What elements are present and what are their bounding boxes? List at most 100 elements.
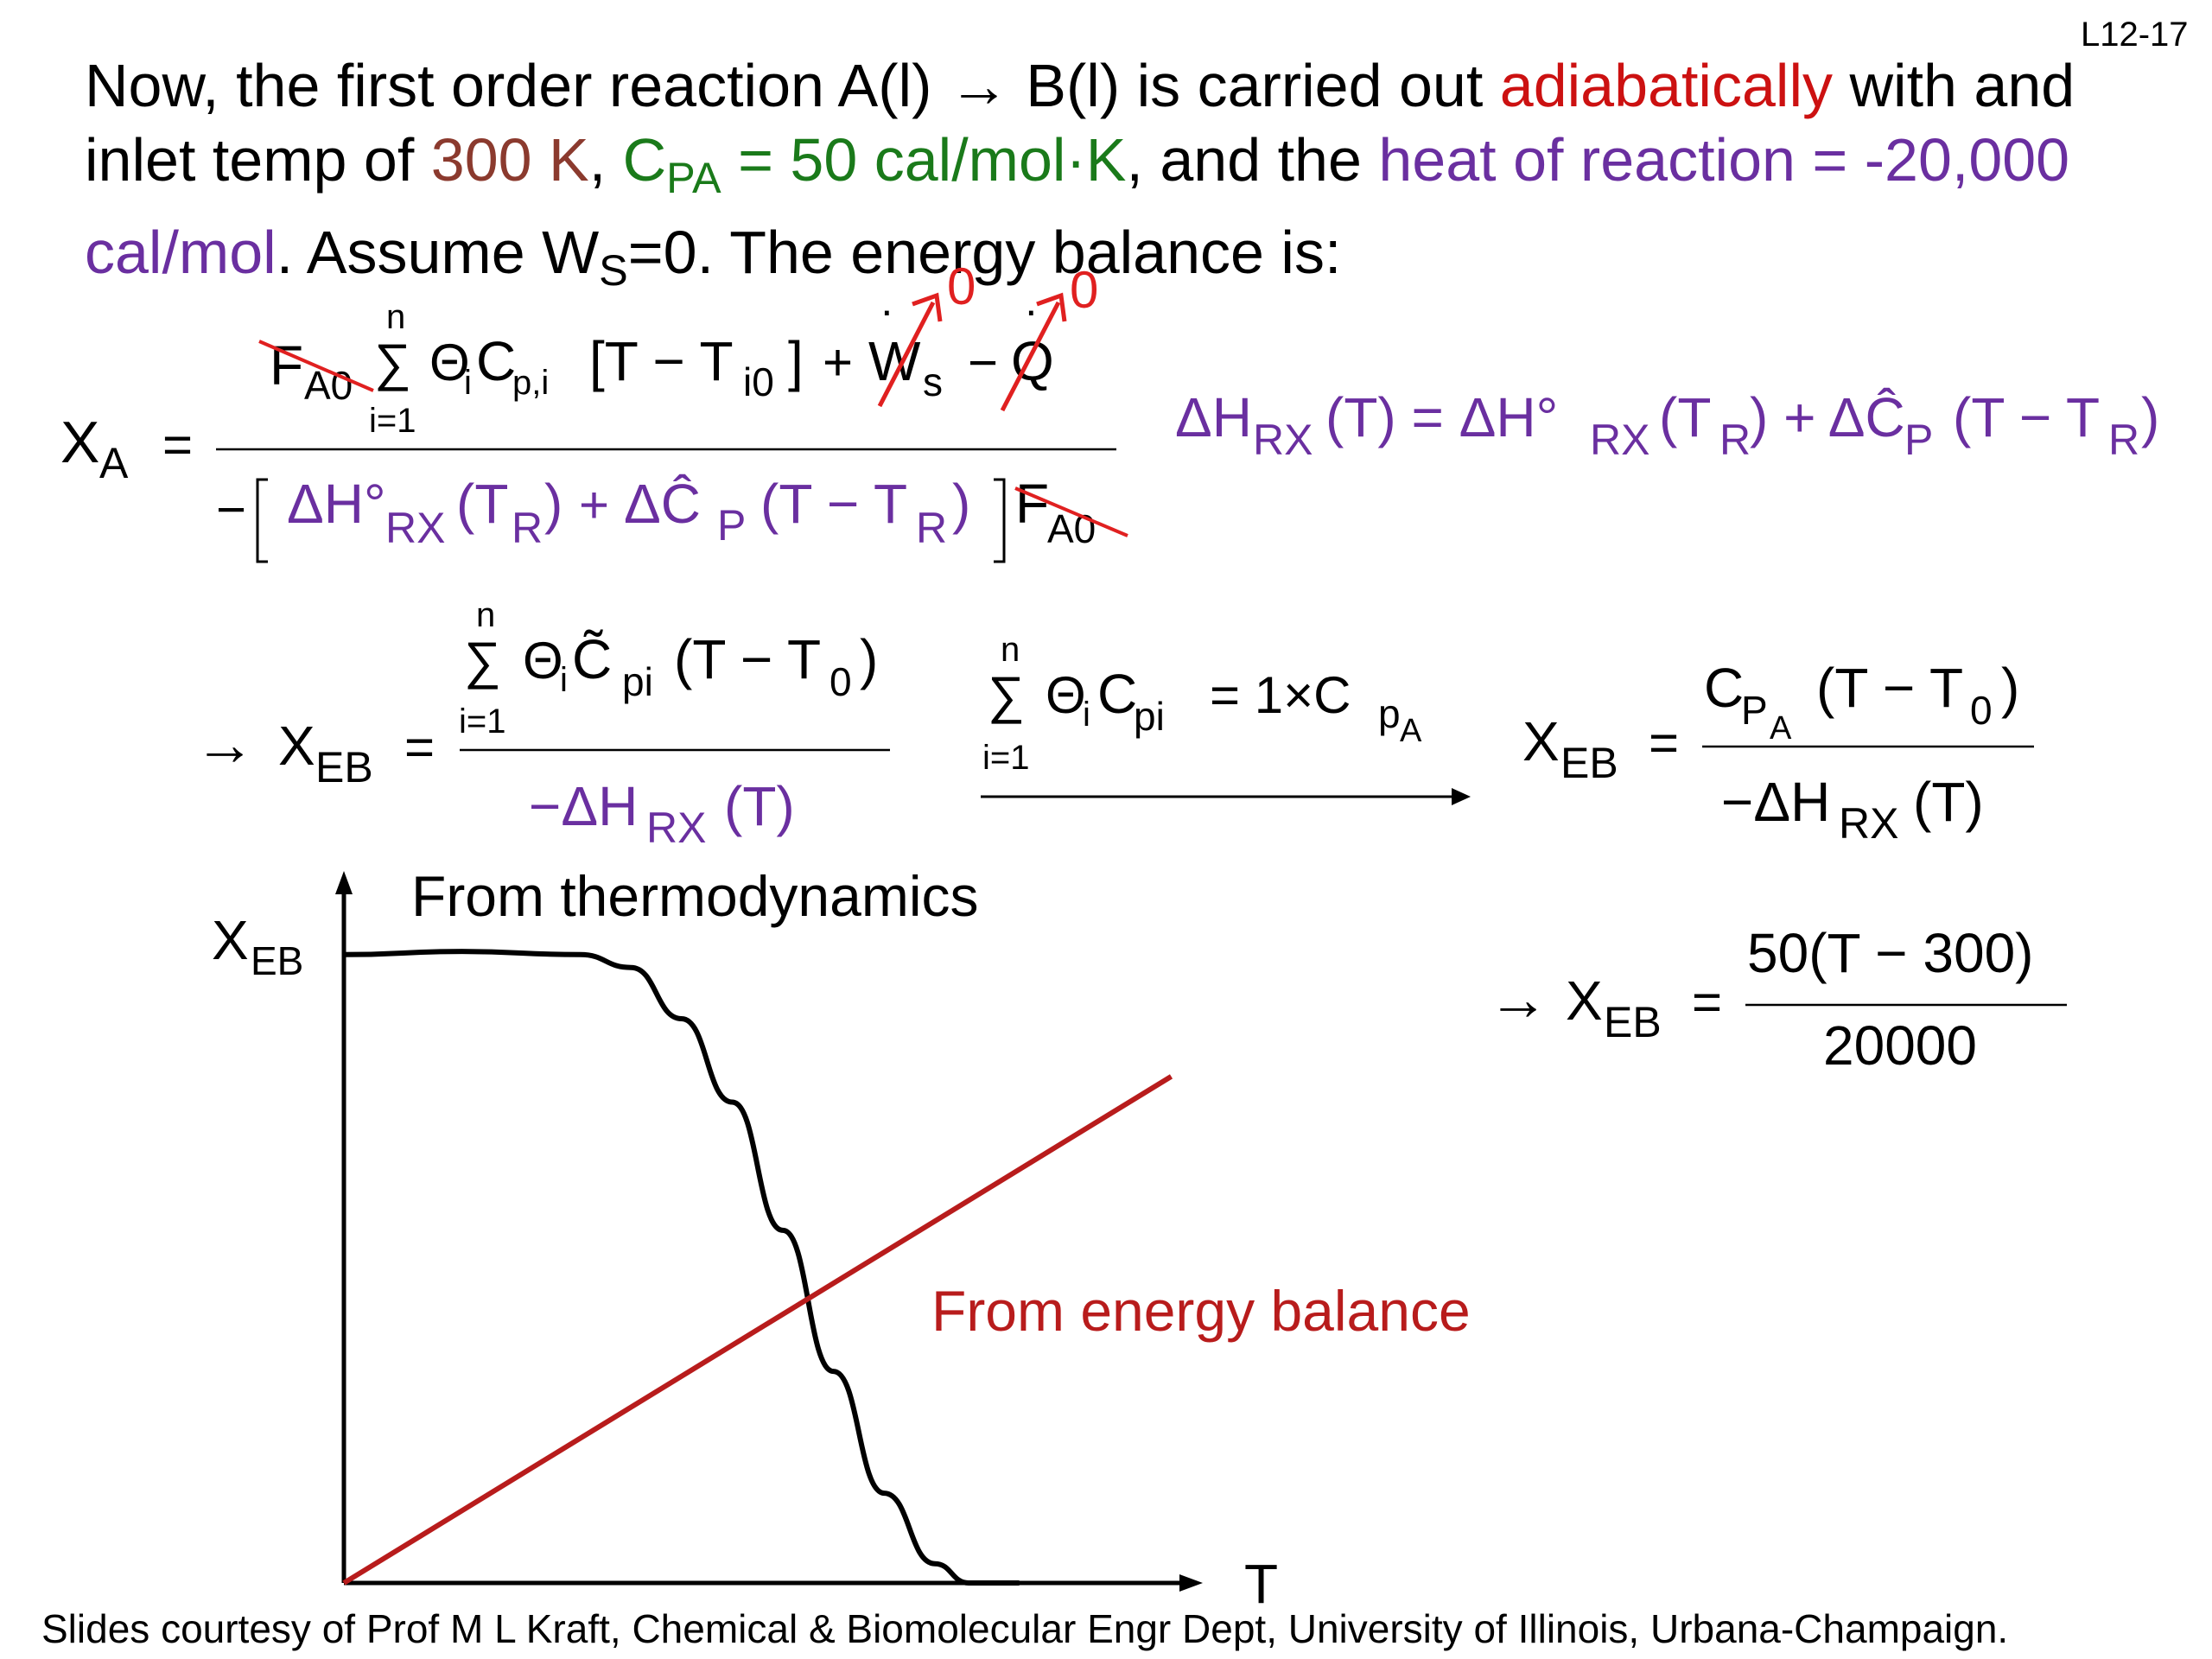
t0-close-xeb: ) (860, 628, 878, 690)
sum-i-xeb: i=1 (459, 702, 506, 741)
xa-equation: X A = F A0 n ∑ i=1 Θ i C p,i [T − T i0 ]… (60, 257, 1128, 563)
ctilde-sub-xeb: pi (622, 659, 653, 704)
dhrx-rhs-close: ) (2141, 386, 2159, 448)
q-dot: · (1024, 286, 1039, 334)
xeb-simplified-equation: X EB = C P A (T − T 0 ) −ΔH RX (T) (1522, 657, 2034, 848)
bracket-t-top: [T − T (589, 330, 734, 392)
neg-dh-xeb: −ΔH (529, 775, 638, 837)
theta-xeb: Θ (523, 632, 563, 690)
neg-dh-sub-2: RX (1839, 799, 1898, 848)
sum-i-top: i=1 (369, 402, 416, 440)
ws-strike-arrow (877, 301, 936, 408)
sum-n-xeb: n (476, 596, 495, 634)
den-r-sub-2: R (916, 504, 947, 552)
den-t-minus-tr: (T − T (760, 473, 907, 535)
intro-text-4: , and the (1126, 126, 1379, 194)
neg-dh-sub-xeb: RX (646, 804, 706, 852)
ws-zero: 0 (947, 257, 976, 315)
dhrx-rhs-2: (T (1659, 386, 1711, 448)
cpa-num: C (1704, 657, 1744, 719)
xeb-general-equation: → X EB = n ∑ i=1 Θ i C̃ pi (T − T 0 ) −Δ… (194, 596, 890, 852)
q-strike-arrow (1000, 301, 1061, 412)
x-axis-arrowhead (1179, 1574, 1203, 1592)
theta-sub-top: i (464, 364, 472, 402)
t0-sub-xeb: 0 (830, 659, 852, 704)
xeb-vs-t-chart: X EB T From thermodynamics From energy b… (212, 864, 1471, 1615)
t-minus-t0-2: (T − T (1816, 657, 1963, 719)
footer-credit: Slides courtesy of Prof M L Kraft, Chemi… (41, 1606, 2009, 1651)
xa-subscript: A (99, 439, 129, 487)
neg-dh-t-xeb: (T) (724, 775, 795, 837)
fa0-strike-bottom (1014, 486, 1128, 537)
den-bracket-left (256, 478, 268, 563)
dhrx-rhs-1: (T) = ΔH° (1325, 386, 1558, 448)
intro-paragraph: Now, the first order reaction A(l) → B(l… (85, 48, 2176, 308)
theta-top: Θ (429, 334, 470, 391)
q-zero: 0 (1070, 261, 1098, 319)
y-axis-arrowhead (335, 871, 353, 894)
den-final: 20000 (1823, 1014, 1977, 1077)
cpa-num-subsub: A (1770, 710, 1792, 747)
sigma-cond: ∑ (988, 666, 1025, 724)
den-dh: ΔH° (287, 473, 386, 535)
slide-number: L12-17 (2081, 16, 2189, 54)
adiabatic-term: adiabatically (1499, 52, 1834, 119)
ti0-sub: i0 (743, 359, 774, 404)
den-fa0: F (1015, 473, 1049, 535)
cpi-sub-cond: pi (1134, 694, 1165, 739)
thermodynamics-curve (343, 949, 1020, 1586)
thermodynamics-label: From thermodynamics (411, 864, 979, 928)
dhrx-lhs: ΔH (1175, 386, 1252, 448)
den-dcp: ΔĈ (624, 473, 701, 535)
intro-text-2: with and inlet temp of (85, 52, 2075, 194)
eq-one-cond: = 1×C (1210, 666, 1351, 724)
xeb-symbol-2: X (1522, 710, 1560, 772)
ws-dot: · (880, 286, 894, 334)
xeb-sub-2: EB (1560, 739, 1618, 787)
inlet-temp: 300 K (430, 126, 589, 194)
y-axis-label-sub: EB (251, 938, 303, 983)
xeb-symbol-1: X (278, 715, 315, 777)
dhrx-rhs-r-sub-2: R (2108, 416, 2139, 464)
minus-top: − (968, 334, 998, 391)
cp-top: C (476, 330, 516, 392)
den-p-sub: P (717, 501, 746, 550)
num-final: 50(T − 300) (1747, 922, 2033, 984)
den-bracket-right (994, 478, 1006, 563)
plus-top: + (823, 334, 853, 391)
xeb-equals-2: = (1649, 714, 1679, 772)
ws-sub-top: s (923, 359, 943, 404)
ctilde-xeb: C̃ (572, 628, 612, 690)
xeb-equals-3: = (1692, 973, 1722, 1031)
xeb-sub-1: EB (315, 743, 373, 791)
intro-text-1: Now, the first order reaction A(l) → B(l… (85, 52, 1500, 119)
pa-subsub-cond: A (1400, 713, 1422, 749)
neg-dh-2: −ΔH (1721, 771, 1830, 833)
cpa-value: CPA = 50 cal/mol·K (622, 126, 1127, 203)
xa-symbol: X (60, 410, 99, 475)
heat-of-reaction: heat of reaction = -20,000 cal/mol (85, 126, 2070, 287)
cp-sub-top: p,i (512, 364, 549, 402)
sum-i-cond: i=1 (982, 739, 1030, 777)
ws-arrowhead (912, 292, 943, 322)
x-axis-label: T (1244, 1553, 1278, 1615)
num-fa0: F (270, 334, 303, 397)
xeb-numeric-equation: → X EB = 50(T − 300) 20000 (1488, 922, 2067, 1077)
den-tr-open: (T (456, 473, 508, 535)
xeb-arrow-1: → (194, 710, 255, 778)
energy-balance-line (342, 1074, 1173, 1586)
sum-n-cond: n (1001, 631, 1020, 669)
xeb-symbol-3: X (1566, 969, 1603, 1032)
den-minus: − (216, 480, 246, 538)
den-plus: + (579, 476, 609, 534)
intro-text-6: =0. The energy balance is: (627, 219, 1342, 287)
dhrx-rhs-p-sub: P (1904, 416, 1933, 464)
q-arrowhead (1036, 292, 1067, 322)
theta-sub-xeb: i (560, 661, 568, 699)
t0-close-2: ) (2001, 657, 2019, 719)
cpi-cond: C (1097, 663, 1137, 725)
xeb-equals-1: = (404, 718, 435, 776)
den-close-paren: ) (952, 473, 970, 535)
intro-text-3: , (588, 126, 623, 194)
